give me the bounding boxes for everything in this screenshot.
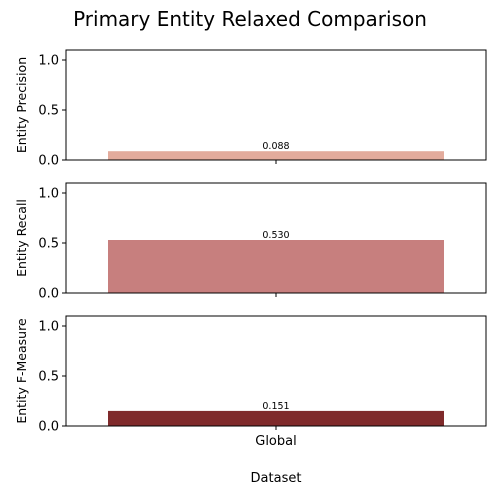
y-axis-label-3: Entity F-Measure xyxy=(14,318,29,424)
x-tick-label-1: Global xyxy=(255,434,296,449)
y-tick-label-3-3: 1.0 xyxy=(38,320,59,335)
subplot-3: 0.151 0.0 0.5 1.0 Entity F-Measure xyxy=(14,316,486,435)
y-tick-label-1-1: 0.0 xyxy=(38,154,59,169)
bar-1-1 xyxy=(108,151,444,160)
y-tick-label-3-2: 0.5 xyxy=(38,370,59,385)
subplot-2: 0.530 0.0 0.5 1.0 Entity Recall xyxy=(14,183,486,302)
data-label-1-1: 0.088 xyxy=(262,141,289,152)
x-axis-label: Dataset xyxy=(251,471,302,486)
chart-title: Primary Entity Relaxed Comparison xyxy=(73,7,427,31)
y-tick-label-1-3: 1.0 xyxy=(38,54,59,69)
data-label-2-1: 0.530 xyxy=(262,230,289,241)
y-axis-label-2: Entity Recall xyxy=(14,199,29,277)
y-tick-label-1-2: 0.5 xyxy=(38,104,59,119)
data-label-3-1: 0.151 xyxy=(262,401,289,412)
y-tick-label-2-2: 0.5 xyxy=(38,237,59,252)
y-axis-label-1: Entity Precision xyxy=(14,57,29,153)
y-tick-label-2-1: 0.0 xyxy=(38,287,59,302)
y-tick-label-2-3: 1.0 xyxy=(38,187,59,202)
y-tick-label-3-1: 0.0 xyxy=(38,420,59,435)
bar-2-1 xyxy=(108,240,444,293)
bar-3-1 xyxy=(108,411,444,426)
subplot-1: 0.088 0.0 0.5 1.0 Entity Precision xyxy=(14,50,486,169)
